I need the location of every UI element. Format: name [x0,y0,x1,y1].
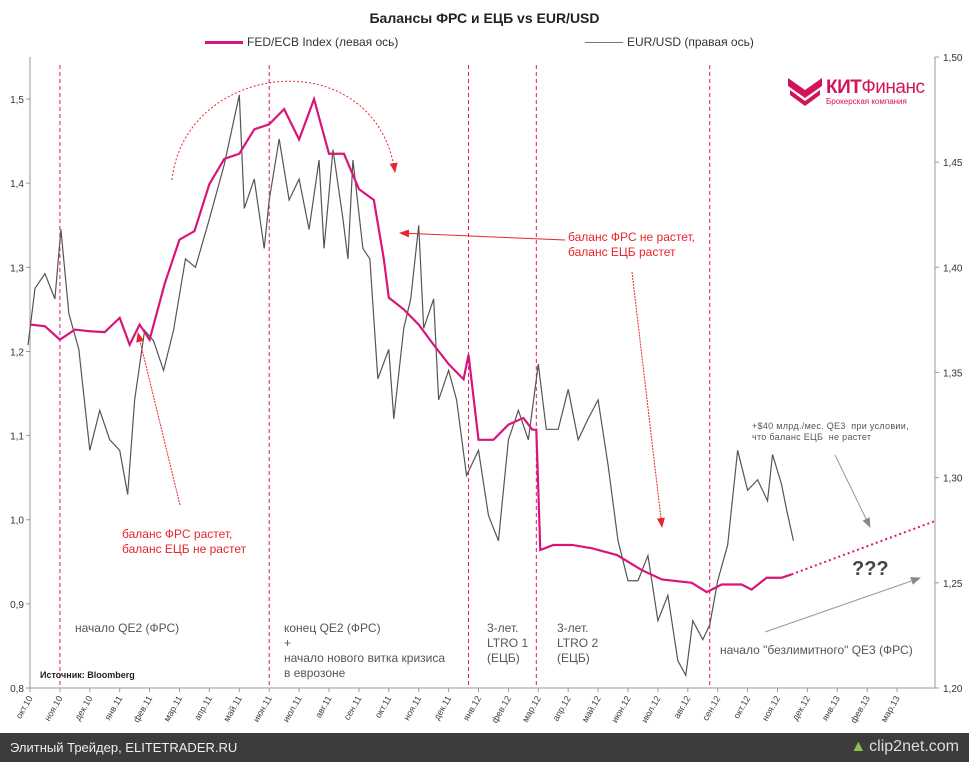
x-tick-label: дек.12 [790,694,812,722]
x-tick-label: июл.12 [639,694,662,724]
x-tick-label: авг.11 [313,694,334,720]
kitfinance-logo: КИТФинанс Брокерская компания [788,76,925,106]
x-tick-label: май.12 [580,694,603,724]
legend-item-fed-ecb: FED/ECB Index (левая ось) [205,35,398,49]
annotation-ltro2: 3-лет. LTRO 2 (ЕЦБ) [557,621,599,665]
kitfinance-logo-icon [788,78,822,106]
x-tick-label: дек.10 [73,694,95,722]
clip2net-logo: ▲ clip2net.com [850,738,959,755]
x-tick-label: окт.10 [14,694,35,720]
legend-swatch-pink [205,40,243,44]
arrow-up-icon: ▲ [850,738,867,755]
legend-label: EUR/USD (правая ось) [627,35,754,49]
annotation-fed-flat: баланс ФРС не растет, баланс ЕЦБ растет [568,230,696,259]
annotation-qe2-start: начало QE2 (ФРС) [75,621,180,635]
logo-subtitle: Брокерская компания [826,96,907,106]
x-tick-label: июл.11 [281,694,304,724]
right-tick-label: 1,45 [943,158,963,169]
arrow-fed-flat [399,229,566,241]
x-tick-label: сен.11 [342,694,364,722]
x-tick-label: сен.12 [700,694,722,722]
right-tick-label: 1,40 [943,263,963,274]
left-tick-label: 1,4 [10,179,24,190]
footer-site: Элитный Трейдер, ELITETRADER.RU [10,740,238,755]
right-tick-label: 1,50 [943,53,963,64]
fed-ecb-projection-line [791,520,935,576]
left-tick-label: 0,8 [10,684,24,695]
arrow-qe3-start [764,577,921,633]
right-tick-label: 1,30 [943,474,963,485]
x-tick-label: фев.13 [848,694,872,725]
x-tick-label: ноя.11 [401,694,423,722]
legend-swatch-gray [585,41,623,43]
x-tick-label: мар.11 [162,694,185,723]
left-tick-label: 1,1 [10,432,24,443]
x-tick-label: окт.12 [731,694,752,720]
annotation-fed-growing: баланс ФРС растет, баланс ЕЦБ не растет [122,527,247,556]
legend-label: FED/ECB Index (левая ось) [247,35,399,49]
annotation-qe3-start: начало "безлимитного" QE3 (ФРС) [720,643,913,657]
arrow-to-2012 [631,271,665,528]
x-tick-label: дек.11 [432,694,454,722]
x-tick-label: июн.12 [609,694,632,724]
x-tick-label: фев.11 [131,694,154,724]
chart-title: Балансы ФРС и ЕЦБ vs EUR/USD [369,10,600,26]
x-tick-label: авг.12 [672,694,693,720]
annotation-qe2-end: конец QE2 (ФРС) + начало нового витка кр… [284,621,446,680]
right-tick-label: 1,35 [943,369,963,380]
source-note: Источник: Bloomberg [40,670,135,680]
x-tick-label: янв.12 [461,694,483,723]
x-tick-label: май.11 [221,694,244,723]
x-tick-label: ноя.10 [42,694,64,723]
fed-ecb-index-line [29,95,792,594]
x-tick-label: июн.11 [251,694,274,724]
legend-item-eurusd: EUR/USD (правая ось) [585,35,754,49]
arc-arrow [171,80,398,181]
right-tick-label: 1,20 [943,684,963,695]
annotation-qe3-condition: +$40 млрд./мес. QE3 при условии, что бал… [752,421,909,443]
x-tick-label: фев.12 [490,694,514,725]
x-tick-label: янв.13 [820,694,842,723]
eurusd-line [27,94,795,678]
x-tick-label: апр.12 [551,694,573,723]
left-tick-label: 1,0 [10,516,24,527]
footer-bar: Элитный Трейдер, ELITETRADER.RU ▲ clip2ne… [0,733,969,762]
annotation-question: ??? [852,558,889,580]
left-tick-label: 1,5 [10,95,24,106]
logo-name: КИТФинанс [826,76,925,98]
left-tick-label: 0,9 [10,600,24,611]
annotation-ltro1: 3-лет. LTRO 1 (ЕЦБ) [487,621,529,665]
x-tick-label: окт.11 [373,694,394,720]
x-tick-label: мар.12 [520,694,543,724]
right-tick-label: 1,25 [943,579,963,590]
x-tick-label: янв.11 [103,694,125,722]
arrow-qe3-condition [834,454,871,528]
left-tick-label: 1,3 [10,263,24,274]
left-tick-label: 1,2 [10,347,24,358]
x-tick-label: апр.11 [192,694,214,722]
arrow-fed-growing [136,332,181,506]
x-tick-label: мар.13 [879,694,902,724]
x-tick-label: ноя.12 [760,694,782,723]
chart: 0,8 0,9 1,0 1,1 1,2 1,3 1,4 1,5 1,20 1,25 1,30 1,35… [10,53,963,725]
